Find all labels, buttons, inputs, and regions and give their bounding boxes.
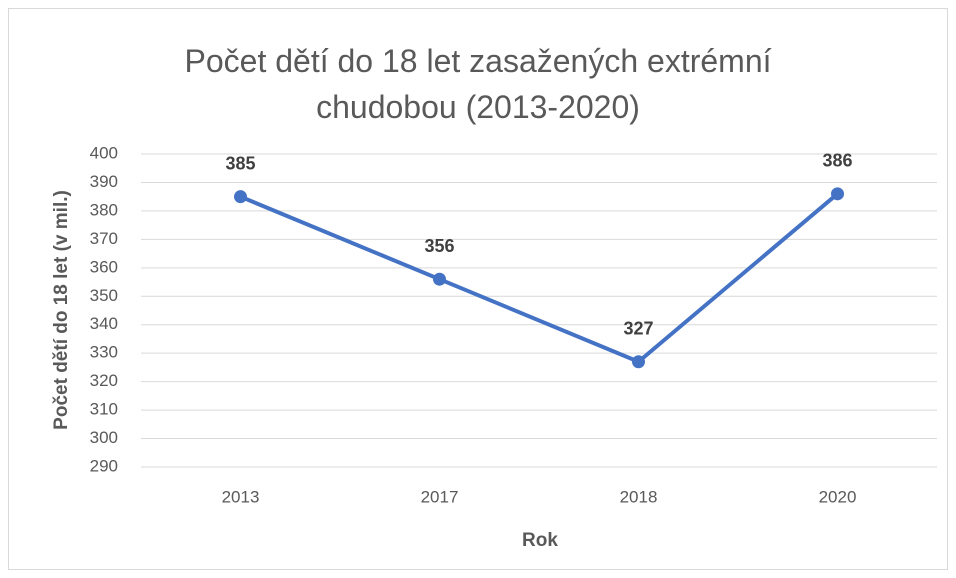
marker (632, 355, 645, 369)
y-tick-label: 330 (90, 343, 118, 362)
y-tick-label: 400 (90, 143, 118, 162)
data-label: 327 (623, 318, 653, 338)
y-tick-label: 350 (90, 286, 118, 305)
y-tick-label: 310 (90, 400, 118, 419)
x-tick-label: 2017 (421, 487, 459, 506)
marker (831, 187, 844, 201)
x-axis-title: Rok (522, 530, 558, 551)
data-label: 356 (424, 236, 454, 256)
y-axis-title: Počet dětí do 18 let (v mil.) (51, 190, 72, 430)
x-tick-label: 2013 (222, 487, 260, 506)
y-tick-label: 390 (90, 172, 118, 191)
chart-title: Počet dětí do 18 let zasažených extrémní… (184, 43, 772, 125)
data-label: 385 (225, 153, 255, 173)
x-tick-label: 2018 (620, 487, 658, 506)
marker (433, 272, 446, 286)
x-tick-label: 2020 (819, 487, 857, 506)
line (239, 192, 839, 364)
chart-border (8, 8, 948, 570)
y-tick-label: 340 (90, 314, 118, 333)
y-tick-label: 290 (90, 456, 118, 475)
data-label: 386 (822, 151, 852, 171)
y-tick-label: 300 (90, 428, 118, 447)
marker (234, 190, 247, 204)
y-tick-label: 380 (90, 200, 118, 219)
y-tick-label: 360 (90, 257, 118, 276)
y-tick-label: 320 (90, 371, 118, 390)
y-tick-label: 370 (90, 229, 118, 248)
